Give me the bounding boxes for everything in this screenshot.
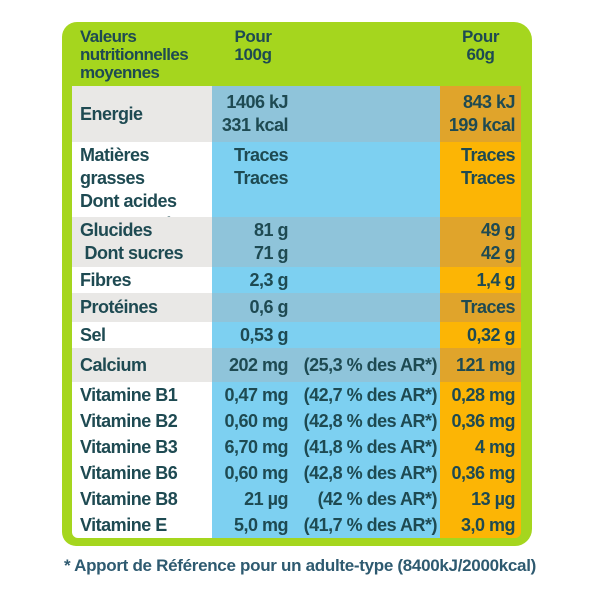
header-col-per-100g: Pour 100g	[212, 22, 440, 86]
value-per-100g: 6,70 mg	[224, 436, 288, 457]
header-title: Valeurs nutritionnelles moyennes	[80, 27, 189, 82]
per-100g-cell: 5,0 mg (41,7 % des AR*)	[212, 512, 440, 538]
per-100g-cell: 0,60 mg (42,8 % des AR*)	[212, 408, 440, 434]
nutrient-label: Vitamine E	[72, 512, 212, 538]
per-100g-cell: 81 g 71 g	[212, 217, 440, 267]
header-per-100g-label: Pour 100g	[234, 27, 272, 64]
per-100g-cell: 0,53 g	[212, 322, 440, 348]
ar-percent: (25,3 % des AR*)	[303, 354, 438, 375]
nutrient-label: Sel	[72, 322, 212, 348]
value-per-60g: 49 g 42 g	[440, 217, 521, 267]
per-100g-cell: 1406 kJ 331 kcal	[212, 86, 440, 142]
row-vitamine-e: Vitamine E 5,0 mg (41,7 % des AR*) 3,0 m…	[62, 512, 532, 538]
per-100g-cell: 202 mg (25,3 % des AR*)	[212, 348, 440, 382]
value-per-60g: Traces Traces	[440, 142, 521, 217]
value-per-60g: 0,36 mg	[440, 408, 521, 434]
ar-percent: (41,7 % des AR*)	[303, 514, 438, 535]
nutrient-label: Vitamine B8	[72, 486, 212, 512]
nutrition-panel: Valeurs nutritionnelles moyennes Pour 10…	[62, 22, 532, 546]
value-per-100g: 1406 kJ 331 kcal	[221, 92, 289, 135]
nutrient-label: Vitamine B3	[72, 434, 212, 460]
value-per-60g: 843 kJ 199 kcal	[440, 86, 521, 142]
value-per-100g: 0,60 mg	[224, 462, 288, 483]
nutrient-label: Energie	[72, 86, 212, 142]
row-glucides: Glucides Dont sucres 81 g 71 g 49 g 42 g	[62, 217, 532, 267]
nutrient-label: Calcium	[72, 348, 212, 382]
nutrient-label: Fibres	[72, 267, 212, 293]
ar-percent: (42,8 % des AR*)	[303, 410, 438, 431]
per-100g-cell: 2,3 g	[212, 267, 440, 293]
row-energie: Energie 1406 kJ 331 kcal 843 kJ 199 kcal	[62, 86, 532, 142]
row-vitamine-b2: Vitamine B2 0,60 mg (42,8 % des AR*) 0,3…	[62, 408, 532, 434]
value-per-100g: 202 mg	[228, 354, 289, 375]
per-100g-cell: Traces Traces	[212, 142, 440, 217]
value-per-60g: 121 mg	[440, 348, 521, 382]
row-fibres: Fibres 2,3 g 1,4 g	[62, 267, 532, 293]
value-per-100g: 0,53 g	[239, 324, 289, 345]
value-per-100g: 5,0 mg	[233, 514, 289, 535]
row-vitamine-b8: Vitamine B8 21 µg (42 % des AR*) 13 µg	[62, 486, 532, 512]
reference-footnote: * Apport de Référence pour un adulte-typ…	[64, 556, 536, 575]
nutrient-label: Protéines	[72, 293, 212, 322]
table-header: Valeurs nutritionnelles moyennes Pour 10…	[62, 22, 532, 86]
value-per-100g: 0,60 mg	[224, 410, 288, 431]
row-vitamine-b6: Vitamine B6 0,60 mg (42,8 % des AR*) 0,3…	[62, 460, 532, 486]
ar-percent: (42,7 % des AR*)	[303, 384, 438, 405]
nutrient-label: Vitamine B1	[72, 382, 212, 408]
value-per-60g: 0,28 mg	[440, 382, 521, 408]
value-per-100g: 81 g 71 g	[253, 220, 289, 263]
value-per-60g: 1,4 g	[440, 267, 521, 293]
value-per-100g: 2,3 g	[249, 269, 288, 290]
value-per-60g: 0,36 mg	[440, 460, 521, 486]
value-per-60g: 13 µg	[440, 486, 521, 512]
row-vitamine-b3: Vitamine B3 6,70 mg (41,8 % des AR*) 4 m…	[62, 434, 532, 460]
ar-percent: (42 % des AR*)	[317, 488, 438, 509]
value-per-100g: 21 µg	[244, 488, 288, 509]
row-matieres-grasses: Matières grasses Dont acides gras saturé…	[62, 142, 532, 234]
value-per-60g: 4 mg	[440, 434, 521, 460]
header-per-60g-label: Pour 60g	[461, 27, 500, 64]
per-100g-cell: 6,70 mg (41,8 % des AR*)	[212, 434, 440, 460]
value-per-60g: Traces	[440, 293, 521, 322]
value-per-100g: 0,6 g	[249, 297, 288, 317]
value-per-60g: 3,0 mg	[440, 512, 521, 538]
row-calcium: Calcium 202 mg (25,3 % des AR*) 121 mg	[62, 348, 532, 382]
value-per-100g: 0,47 mg	[224, 384, 288, 405]
value-per-100g: Traces Traces	[233, 145, 289, 188]
ar-percent: (42,8 % des AR*)	[303, 462, 438, 483]
nutrient-label: Vitamine B2	[72, 408, 212, 434]
per-100g-cell: 0,47 mg (42,7 % des AR*)	[212, 382, 440, 408]
nutrient-label: Glucides Dont sucres	[72, 217, 212, 267]
per-100g-cell: 0,6 g	[212, 293, 440, 322]
ar-percent: (41,8 % des AR*)	[303, 436, 438, 457]
nutrient-label: Matières grasses Dont acides gras saturé…	[72, 142, 212, 234]
per-100g-cell: 0,60 mg (42,8 % des AR*)	[212, 460, 440, 486]
row-proteines: Protéines 0,6 g Traces	[62, 293, 532, 322]
nutrition-table: Energie 1406 kJ 331 kcal 843 kJ 199 kcal…	[62, 86, 532, 538]
per-100g-cell: 21 µg (42 % des AR*)	[212, 486, 440, 512]
row-vitamine-b1: Vitamine B1 0,47 mg (42,7 % des AR*) 0,2…	[62, 382, 532, 408]
row-sel: Sel 0,53 g 0,32 g	[62, 322, 532, 348]
value-per-60g: 0,32 g	[440, 322, 521, 348]
nutrient-label: Vitamine B6	[72, 460, 212, 486]
